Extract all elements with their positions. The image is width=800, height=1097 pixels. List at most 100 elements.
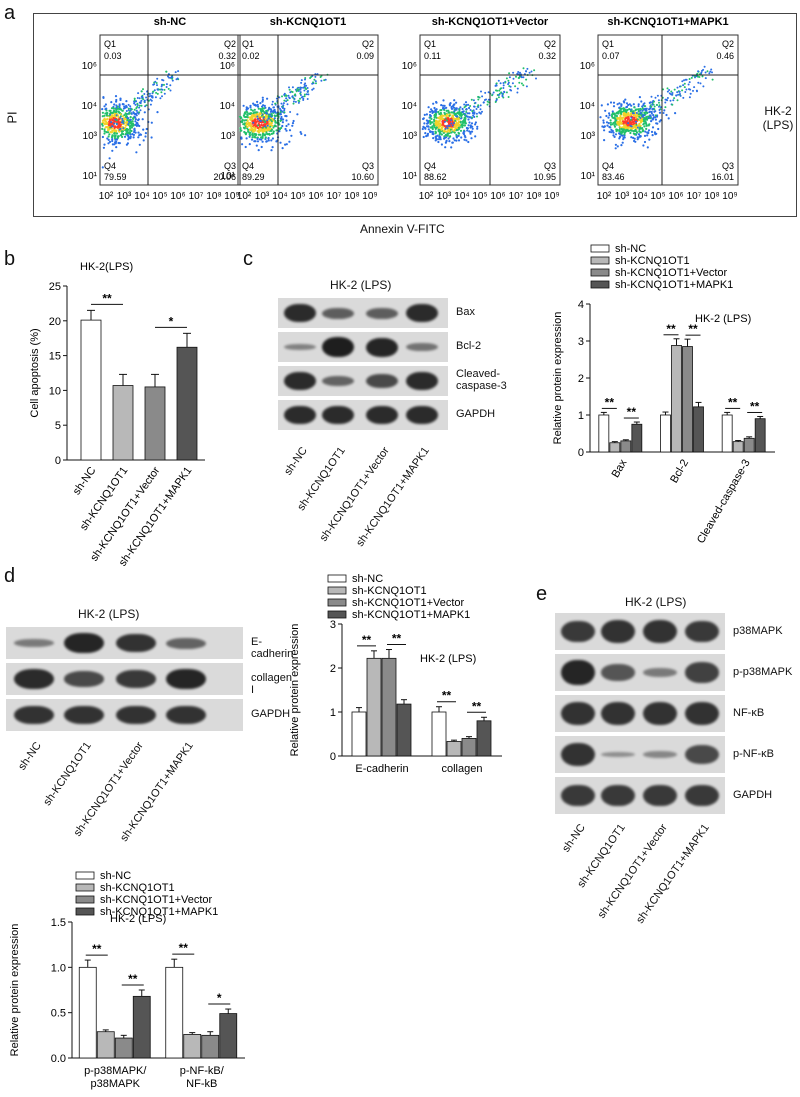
scatter-dot (141, 95, 144, 98)
scatter-dot (429, 120, 432, 124)
scatter-dot (136, 102, 139, 105)
scatter-dot (426, 122, 429, 125)
scatter-dot (251, 109, 254, 112)
scatter-dot (253, 135, 256, 138)
scatter-dot (711, 71, 713, 74)
scatter-dot (654, 118, 658, 121)
scatter-dot (649, 115, 652, 118)
scatter-dot (134, 112, 137, 115)
scatter-dot (149, 103, 152, 106)
bar (144, 386, 166, 461)
scatter-dot (271, 117, 274, 120)
scatter-dot (606, 103, 610, 106)
scatter-dot (636, 126, 639, 129)
scatter-dot (248, 131, 251, 134)
scatter-dot (456, 128, 459, 131)
scatter-dot (613, 125, 617, 128)
bar (132, 995, 151, 1059)
scatter-dot (628, 126, 631, 129)
y-tick-label: 0 (55, 455, 61, 467)
scatter-dot (252, 121, 255, 124)
scatter-dot (697, 81, 700, 84)
scatter-dot (468, 112, 471, 115)
scatter-dot (422, 117, 425, 120)
scatter-dot (111, 138, 114, 141)
scatter-dot (127, 120, 130, 123)
scatter-dot (110, 121, 113, 124)
scatter-dot (467, 103, 470, 106)
scatter-dot (254, 140, 257, 143)
scatter-dot (134, 120, 137, 123)
scatter-dot (283, 107, 286, 110)
flow-xtick-label: 10⁹ (544, 191, 559, 202)
scatter-dot (448, 104, 451, 107)
scatter-dot (122, 122, 125, 125)
scatter-dot (504, 81, 507, 84)
flow-xtick-label: 10⁸ (344, 191, 359, 202)
scatter-dot (503, 91, 506, 94)
scatter-dot (268, 113, 271, 116)
scatter-dot (610, 115, 614, 118)
scatter-dot (450, 107, 454, 110)
scatter-dot (625, 113, 628, 116)
scatter-dot (119, 127, 122, 130)
scatter-dot (509, 88, 512, 91)
scatter-dot (101, 166, 104, 169)
scatter-dot (647, 131, 650, 134)
scatter-dot (278, 127, 282, 131)
quadrant-name-q3: Q3 (224, 161, 236, 171)
scatter-dot (618, 135, 622, 138)
scatter-dot (150, 99, 153, 102)
scatter-dot (262, 119, 265, 122)
scatter-dot (501, 95, 504, 98)
scatter-dot (153, 83, 156, 86)
scatter-dot (442, 107, 445, 110)
blot-protein-label: p-NF-κB (733, 747, 774, 760)
significance-label: ** (362, 633, 372, 647)
scatter-dot (459, 129, 463, 132)
wb-e-title: HK-2 (LPS) (625, 595, 687, 609)
scatter-dot (142, 88, 144, 91)
blot-row (6, 627, 243, 659)
flow-ytick-label: 10⁶ (220, 61, 235, 72)
scatter-dot (615, 119, 618, 122)
scatter-dot (467, 118, 470, 121)
scatter-dot (641, 109, 644, 112)
scatter-dot (605, 114, 608, 118)
blot-band (14, 639, 54, 647)
scatter-dot (629, 131, 632, 135)
scatter-dot (304, 134, 307, 137)
scatter-dot (618, 130, 621, 133)
bar (165, 966, 184, 1059)
scatter-dot (453, 131, 456, 134)
scatter-dot (494, 84, 497, 87)
flow-xtick-label: 10³ (615, 191, 630, 202)
scatter-dot (610, 128, 613, 131)
scatter-dot (603, 129, 606, 132)
flow-xtick-label: 10⁷ (189, 191, 204, 202)
scatter-dot (641, 107, 644, 110)
scatter-dot (479, 104, 482, 107)
scatter-dot (638, 118, 642, 122)
scatter-dot (440, 143, 443, 146)
scatter-dot (486, 100, 489, 103)
scatter-dot (430, 117, 433, 120)
scatter-dot (279, 141, 282, 144)
blot-band (685, 620, 719, 643)
scatter-dot (156, 111, 159, 114)
scatter-dot (131, 120, 134, 123)
scatter-dot (658, 104, 661, 107)
scatter-dot (607, 122, 610, 125)
scatter-dot (155, 82, 158, 84)
scatter-dot (491, 94, 494, 97)
scatter-dot (118, 118, 121, 121)
scatter-dot (271, 137, 274, 140)
scatter-dot (667, 117, 670, 120)
bar (80, 319, 102, 461)
scatter-dot (463, 124, 466, 127)
scatter-dot (259, 102, 262, 105)
quadrant-value-q2: 0.32 (538, 51, 556, 61)
scatter-dot (693, 86, 696, 89)
scatter-dot (298, 100, 301, 103)
flow-plot-title: sh-KCNQ1OT1+MAPK1 (607, 16, 728, 28)
